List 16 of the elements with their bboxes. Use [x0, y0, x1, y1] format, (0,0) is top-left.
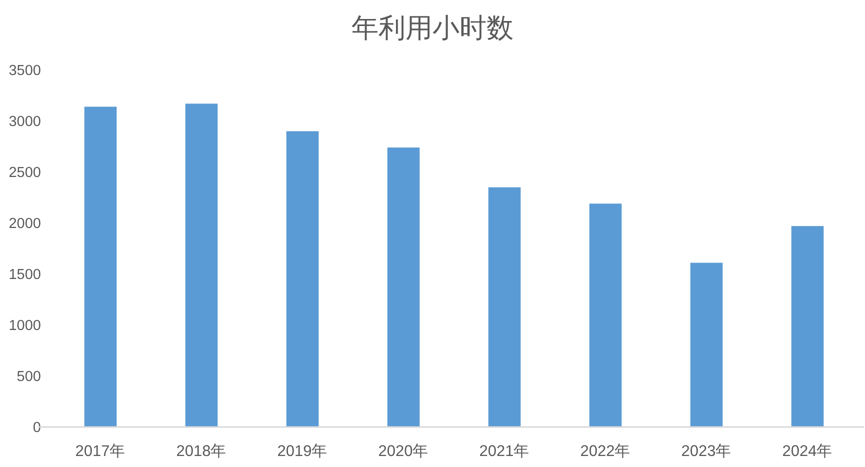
y-tick-label: 500	[16, 369, 41, 385]
x-tick-label: 2019年	[277, 443, 328, 460]
x-tick-label: 2021年	[479, 443, 530, 460]
y-tick-label: 2000	[8, 216, 41, 232]
x-tick-label: 2018年	[176, 443, 227, 460]
x-tick-label: 2020年	[378, 443, 429, 460]
y-tick-label: 3000	[8, 114, 41, 130]
x-tick-label: 2017年	[75, 443, 126, 460]
title: 年利用小时数	[352, 13, 514, 43]
y-tick-label: 3500	[8, 63, 41, 79]
y-tick-label: 2500	[8, 165, 41, 181]
x-tick-label: 2023年	[681, 443, 732, 460]
y-tick-label: 1500	[8, 267, 41, 283]
x-tick-label: 2022年	[580, 443, 631, 460]
x-tick-label: 2024年	[782, 443, 833, 460]
y-tick-label: 1000	[8, 318, 41, 334]
